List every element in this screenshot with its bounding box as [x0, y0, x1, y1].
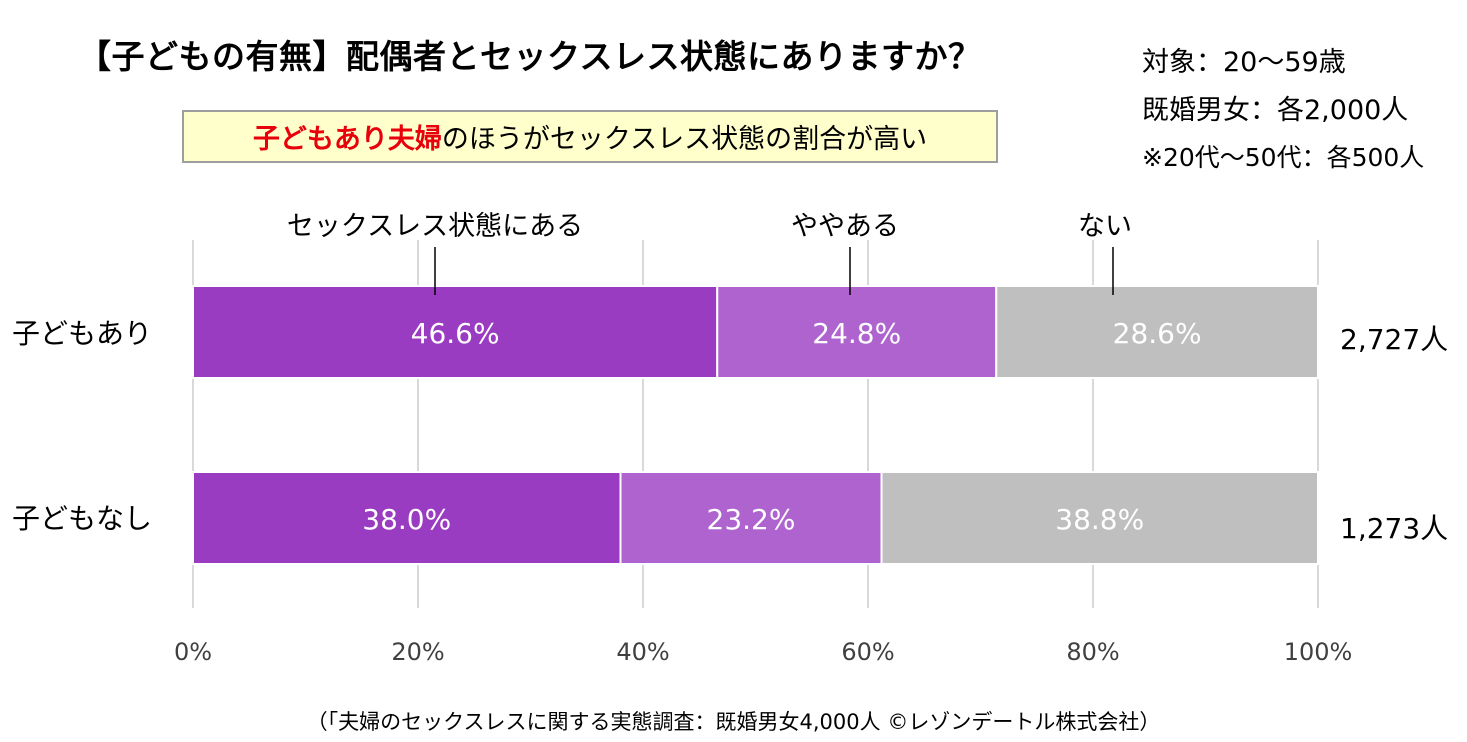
data-label: 24.8% [812, 317, 901, 350]
bar-segment [880, 471, 1319, 565]
x-tick-label: 60% [841, 638, 894, 666]
source-citation: （「夫婦のセックスレスに関する実態調査：既婚男女4,000人 ©レゾンデートル株… [306, 710, 1161, 734]
survey-note: ※20代〜50代：各500人 [1142, 143, 1425, 172]
survey-sample: 既婚男女：各2,000人 [1142, 95, 1409, 126]
data-label: 28.6% [1113, 317, 1202, 350]
bar-segment [995, 285, 1319, 379]
highlight-box: 子どもあり夫婦 のほうがセックスレス状態の割合が高い [182, 110, 998, 163]
data-label: 46.6% [411, 317, 500, 350]
row-label-with-children: 子どもあり [12, 317, 153, 350]
row-label-without-children: 子どもなし [12, 502, 153, 535]
count-without-children: 1,273人 [1340, 512, 1449, 545]
legend-label-none: ない [1078, 211, 1132, 242]
x-tick-label: 0% [174, 638, 212, 666]
x-tick-label: 80% [1066, 638, 1119, 666]
chart-title: 【子どもの有無】配偶者とセックスレス状態にありますか？ [78, 37, 982, 76]
survey-target: 対象：20〜59歳 [1142, 47, 1346, 78]
x-tick-label: 40% [616, 638, 669, 666]
highlight-text: のほうがセックスレス状態の割合が高い [441, 124, 928, 155]
data-label: 23.2% [707, 503, 796, 536]
bar-segment [192, 285, 719, 379]
data-label: 38.0% [362, 503, 451, 536]
legend-label-sexless: セックスレス状態にある [286, 211, 584, 242]
count-with-children: 2,727人 [1340, 323, 1449, 356]
x-tick-label: 20% [391, 638, 444, 666]
bar-segment [716, 285, 998, 379]
bar-segment [192, 471, 622, 565]
data-label: 38.8% [1055, 503, 1144, 536]
x-tick-label: 100% [1284, 638, 1353, 666]
highlight-emphasis: 子どもあり夫婦 [252, 124, 442, 155]
legend-label-somewhat: ややある [791, 211, 899, 242]
